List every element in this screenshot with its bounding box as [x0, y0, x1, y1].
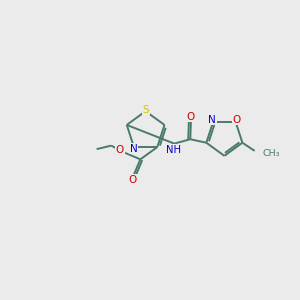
Text: O: O [232, 115, 241, 125]
Text: NH: NH [166, 145, 181, 155]
Text: O: O [116, 145, 124, 155]
Text: CH₃: CH₃ [263, 149, 280, 158]
Text: O: O [187, 112, 195, 122]
Text: N: N [130, 143, 137, 154]
Text: N: N [208, 115, 216, 125]
Text: S: S [142, 105, 149, 115]
Text: O: O [129, 175, 137, 185]
